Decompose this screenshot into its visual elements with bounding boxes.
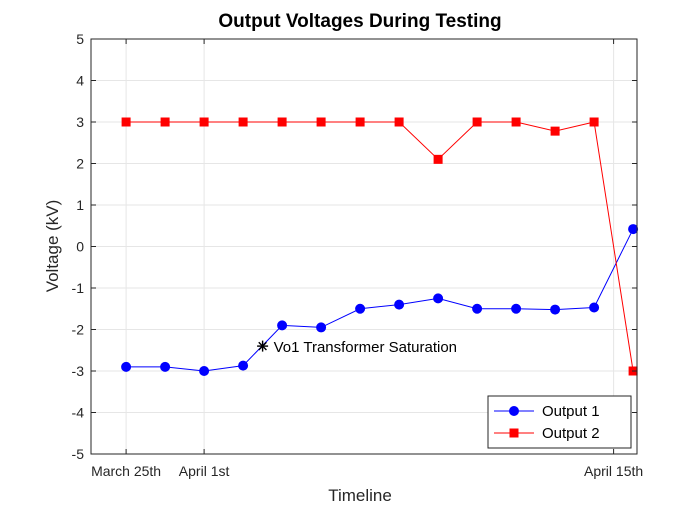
- data-point: [355, 117, 365, 127]
- data-point: [238, 360, 249, 371]
- legend: Output 1 Output 2: [487, 395, 632, 449]
- y-tick-label: -2: [72, 322, 85, 338]
- y-tick-label: 0: [76, 239, 84, 255]
- data-point: [394, 117, 404, 127]
- data-point: [199, 366, 210, 376]
- legend-box: [487, 395, 632, 449]
- series-line: [126, 121, 634, 372]
- legend-marker: [509, 406, 519, 416]
- data-point: [316, 322, 327, 333]
- annotation-text: Vo1 Transformer Saturation: [274, 339, 457, 356]
- data-point: [433, 154, 443, 164]
- data-point: [550, 126, 560, 136]
- data-point: [160, 361, 171, 372]
- series-output-2: [121, 117, 638, 376]
- data-point: [589, 302, 600, 313]
- data-point: [238, 117, 248, 127]
- data-point: [160, 117, 170, 127]
- data-point: [277, 117, 287, 127]
- data-point: [355, 303, 366, 314]
- chart-title: Output Voltages During Testing: [218, 11, 501, 32]
- y-tick-label: -3: [72, 363, 85, 379]
- y-tick-label: -1: [72, 280, 85, 296]
- data-point: [121, 361, 132, 372]
- data-point: [277, 320, 288, 331]
- legend-item: Output 1: [494, 403, 600, 420]
- axis-ticks: -5 -4 -3 -2 -1 0 1 2 3 4 5 March 25th April 1st April…: [72, 31, 644, 479]
- y-tick-label: 4: [76, 73, 84, 89]
- data-point: [472, 303, 483, 314]
- legend-marker: [509, 428, 519, 438]
- legend-item: Output 2: [494, 425, 600, 442]
- y-axis-label: Voltage (kV): [43, 200, 62, 293]
- annotations: Vo1 Transformer Saturation: [257, 339, 457, 356]
- series-line: [126, 228, 634, 372]
- data-point: [199, 117, 209, 127]
- x-tick-label: March 25th: [91, 463, 161, 479]
- data-point: [316, 117, 326, 127]
- y-tick-label: 2: [76, 156, 84, 172]
- series-output-1: [121, 224, 639, 376]
- y-tick-label: -5: [72, 446, 85, 462]
- data-point: [472, 117, 482, 127]
- data-point: [511, 117, 521, 127]
- x-axis-label: Timeline: [328, 486, 392, 505]
- data-point: [511, 303, 522, 314]
- x-tick-label: April 15th: [584, 463, 643, 479]
- data-point: [628, 224, 639, 235]
- series-layer: [121, 117, 639, 376]
- annotation-marker: [257, 340, 269, 352]
- data-point: [121, 117, 131, 127]
- data-point: [589, 117, 599, 127]
- legend-label: Output 1: [542, 403, 600, 420]
- data-point: [433, 293, 444, 304]
- data-point: [550, 304, 561, 315]
- asterisk-stroke: [258, 341, 267, 351]
- legend-label: Output 2: [542, 425, 600, 442]
- y-tick-label: 1: [76, 197, 84, 213]
- y-tick-label: 5: [76, 31, 84, 47]
- y-tick-label: -4: [72, 405, 85, 421]
- grid-lines: [91, 38, 637, 455]
- x-tick-label: April 1st: [179, 463, 230, 479]
- y-tick-label: 3: [76, 114, 84, 130]
- data-point: [394, 299, 405, 310]
